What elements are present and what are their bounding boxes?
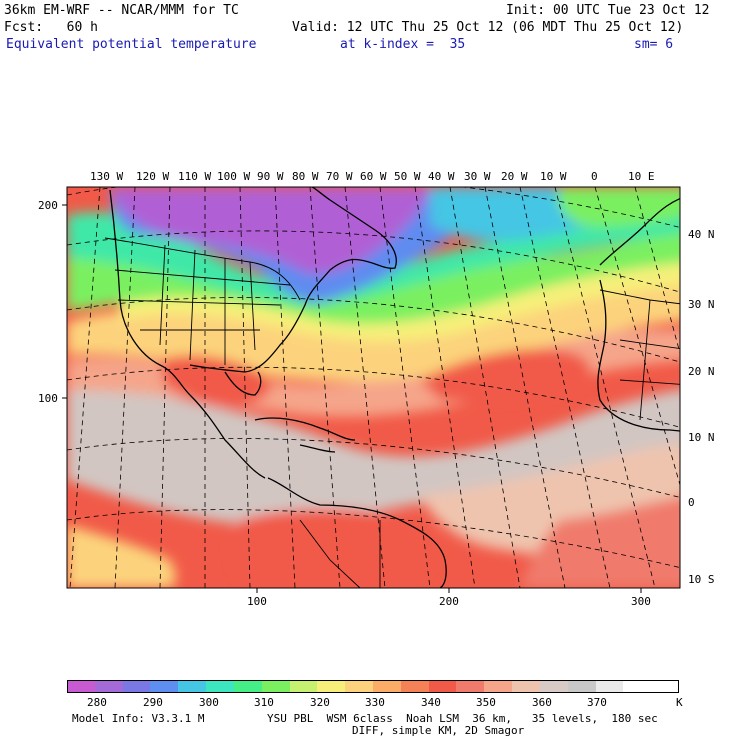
- colorbar-swatch: [373, 680, 402, 693]
- colorbar-label: 350: [476, 696, 496, 709]
- lon-label: 40 W: [428, 170, 455, 183]
- colorbar-swatch: [651, 680, 680, 693]
- lon-label: 120 W: [136, 170, 170, 183]
- lon-label: 10 W: [540, 170, 567, 183]
- valid-time: Valid: 12 UTC Thu 25 Oct 12 (06 MDT Thu …: [292, 20, 684, 35]
- colorbar-swatch: [122, 680, 151, 693]
- colorbar-swatch: [623, 680, 652, 693]
- subtropical-yellow-band: [120, 261, 680, 342]
- lon-label: 20 W: [501, 170, 528, 183]
- colorbar-swatch: [206, 680, 235, 693]
- grid-x-label: 300: [631, 595, 651, 608]
- colorbar-label: 280: [87, 696, 107, 709]
- physics-info: YSU PBL WSM 6class Noah LSM 36 km, 35 le…: [267, 712, 658, 725]
- colorbar-swatch: [178, 680, 207, 693]
- colorbar-label: 330: [365, 696, 385, 709]
- colorbar-swatch: [233, 680, 263, 693]
- grid-x-label: 200: [439, 595, 459, 608]
- lon-label: 50 W: [394, 170, 421, 183]
- lon-label: 110 W: [178, 170, 212, 183]
- colorbar-swatch: [539, 680, 569, 693]
- north-purple-region: [110, 187, 430, 275]
- lon-label: 80 W: [292, 170, 319, 183]
- colorbar-swatch: [400, 680, 430, 693]
- lon-label: 70 W: [326, 170, 353, 183]
- map-frame: [66, 186, 681, 589]
- colorbar-label: 340: [421, 696, 441, 709]
- colorbar-label: 320: [310, 696, 330, 709]
- lon-label: 60 W: [360, 170, 387, 183]
- grid-x-label: 100: [247, 595, 267, 608]
- south-america-red: [231, 508, 438, 588]
- tick-marks: [62, 204, 642, 593]
- field-name: Equivalent potential temperature: [6, 37, 257, 52]
- colorbar-swatch: [345, 680, 374, 693]
- init-time: Init: 00 UTC Tue 23 Oct 12: [506, 3, 710, 18]
- lat-label: 0: [688, 496, 695, 509]
- colorbar-label: 370: [587, 696, 607, 709]
- colorbar-swatch: [428, 680, 457, 693]
- forecast-hour: Fcst: 60 h: [4, 20, 98, 35]
- lon-label: 130 W: [90, 170, 124, 183]
- political-borders: [104, 237, 680, 588]
- colorbar-label: 310: [254, 696, 274, 709]
- colorbar-frame: [67, 680, 679, 693]
- colorbar-swatch: [150, 680, 179, 693]
- colorbar-swatch: [484, 680, 513, 693]
- model-title: 36km EM-WRF -- NCAR/MMM for TC: [4, 3, 239, 18]
- colorbar-swatch: [456, 680, 485, 693]
- diffusion-info: DIFF, simple KM, 2D Smagor: [352, 724, 525, 737]
- lat-label: 40 N: [688, 228, 715, 241]
- colorbar-swatch: [67, 680, 96, 693]
- lat-lon-grid: [67, 187, 680, 588]
- lon-label: 90 W: [257, 170, 284, 183]
- k-index: at k-index = 35: [340, 37, 466, 52]
- colorbar-label: 290: [143, 696, 163, 709]
- lon-label: 100 W: [217, 170, 251, 183]
- southwest-yellow: [67, 525, 176, 588]
- smoothing: sm= 6: [634, 37, 674, 52]
- europe-green: [558, 187, 680, 227]
- lat-label: 10 S: [688, 573, 715, 586]
- lon-label: 10 E: [628, 170, 655, 183]
- atlantic-red-patch: [420, 349, 591, 402]
- colorbar-label: 300: [199, 696, 219, 709]
- lat-label: 20 N: [688, 365, 715, 378]
- model-info: Model Info: V3.3.1 M: [72, 712, 205, 725]
- colorbar-swatch: [512, 680, 541, 693]
- colorbar-label: 360: [532, 696, 552, 709]
- colorbar-swatch: [261, 680, 291, 693]
- colorbar-swatch: [317, 680, 346, 693]
- grid-y-label: 100: [38, 392, 58, 405]
- colorbar-swatch: [289, 680, 318, 693]
- colorbar-swatch: [94, 680, 124, 693]
- grid-y-label: 200: [38, 199, 58, 212]
- colorbar-unit: K: [676, 696, 683, 709]
- lat-label: 10 N: [688, 431, 715, 444]
- lon-label: 0: [591, 170, 598, 183]
- colorbar-swatch: [595, 680, 624, 693]
- colorbar-swatch: [567, 680, 597, 693]
- lat-label: 30 N: [688, 298, 715, 311]
- lon-label: 30 W: [464, 170, 491, 183]
